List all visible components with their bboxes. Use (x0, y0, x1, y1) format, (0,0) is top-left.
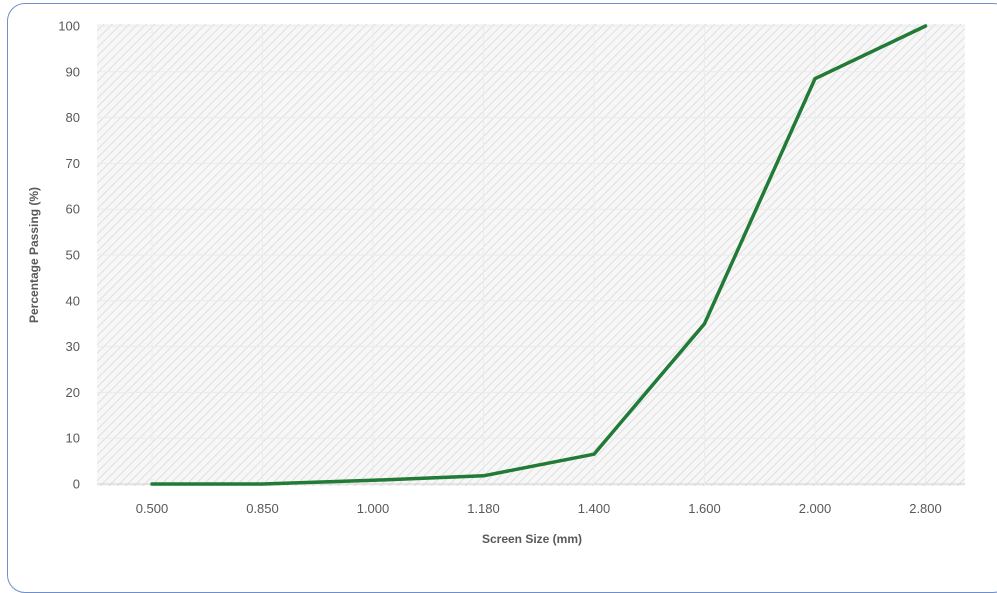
y-tick-label: 90 (66, 64, 80, 79)
chart: 0 10 20 30 40 50 60 70 80 90 100 0.500 0.850 1.000 1.… (27, 19, 965, 546)
x-tick-labels: 0.500 0.850 1.000 1.180 1.400 1.600 2.000 2.800 (136, 501, 942, 516)
x-tick-label: 2.800 (909, 501, 942, 516)
x-tick-label: 1.180 (467, 501, 500, 516)
y-tick-label: 80 (66, 110, 80, 125)
series-line (150, 24, 928, 486)
y-tick-label: 70 (66, 156, 80, 171)
x-tick-label: 1.400 (578, 501, 611, 516)
y-tick-label: 40 (66, 293, 80, 308)
x-gridlines (151, 24, 926, 486)
y-tick-label: 20 (66, 385, 80, 400)
y-tick-label: 30 (66, 339, 80, 354)
y-tick-label: 0 (73, 477, 80, 492)
y-tick-labels: 0 10 20 30 40 50 60 70 80 90 100 (58, 19, 80, 492)
y-gridlines (97, 25, 965, 485)
series-group (150, 24, 928, 486)
y-tick-label: 100 (58, 19, 80, 34)
x-tick-label: 2.000 (799, 501, 832, 516)
y-axis-title: Percentage Passing (%) (27, 187, 41, 323)
y-tick-label: 60 (66, 202, 80, 217)
x-tick-label: 1.600 (688, 501, 721, 516)
x-axis-title: Screen Size (mm) (482, 532, 582, 546)
x-tick-label: 0.500 (136, 501, 169, 516)
y-tick-label: 50 (66, 248, 80, 263)
x-tick-label: 1.000 (357, 501, 390, 516)
x-tick-label: 0.850 (246, 501, 279, 516)
y-tick-label: 10 (66, 431, 80, 446)
